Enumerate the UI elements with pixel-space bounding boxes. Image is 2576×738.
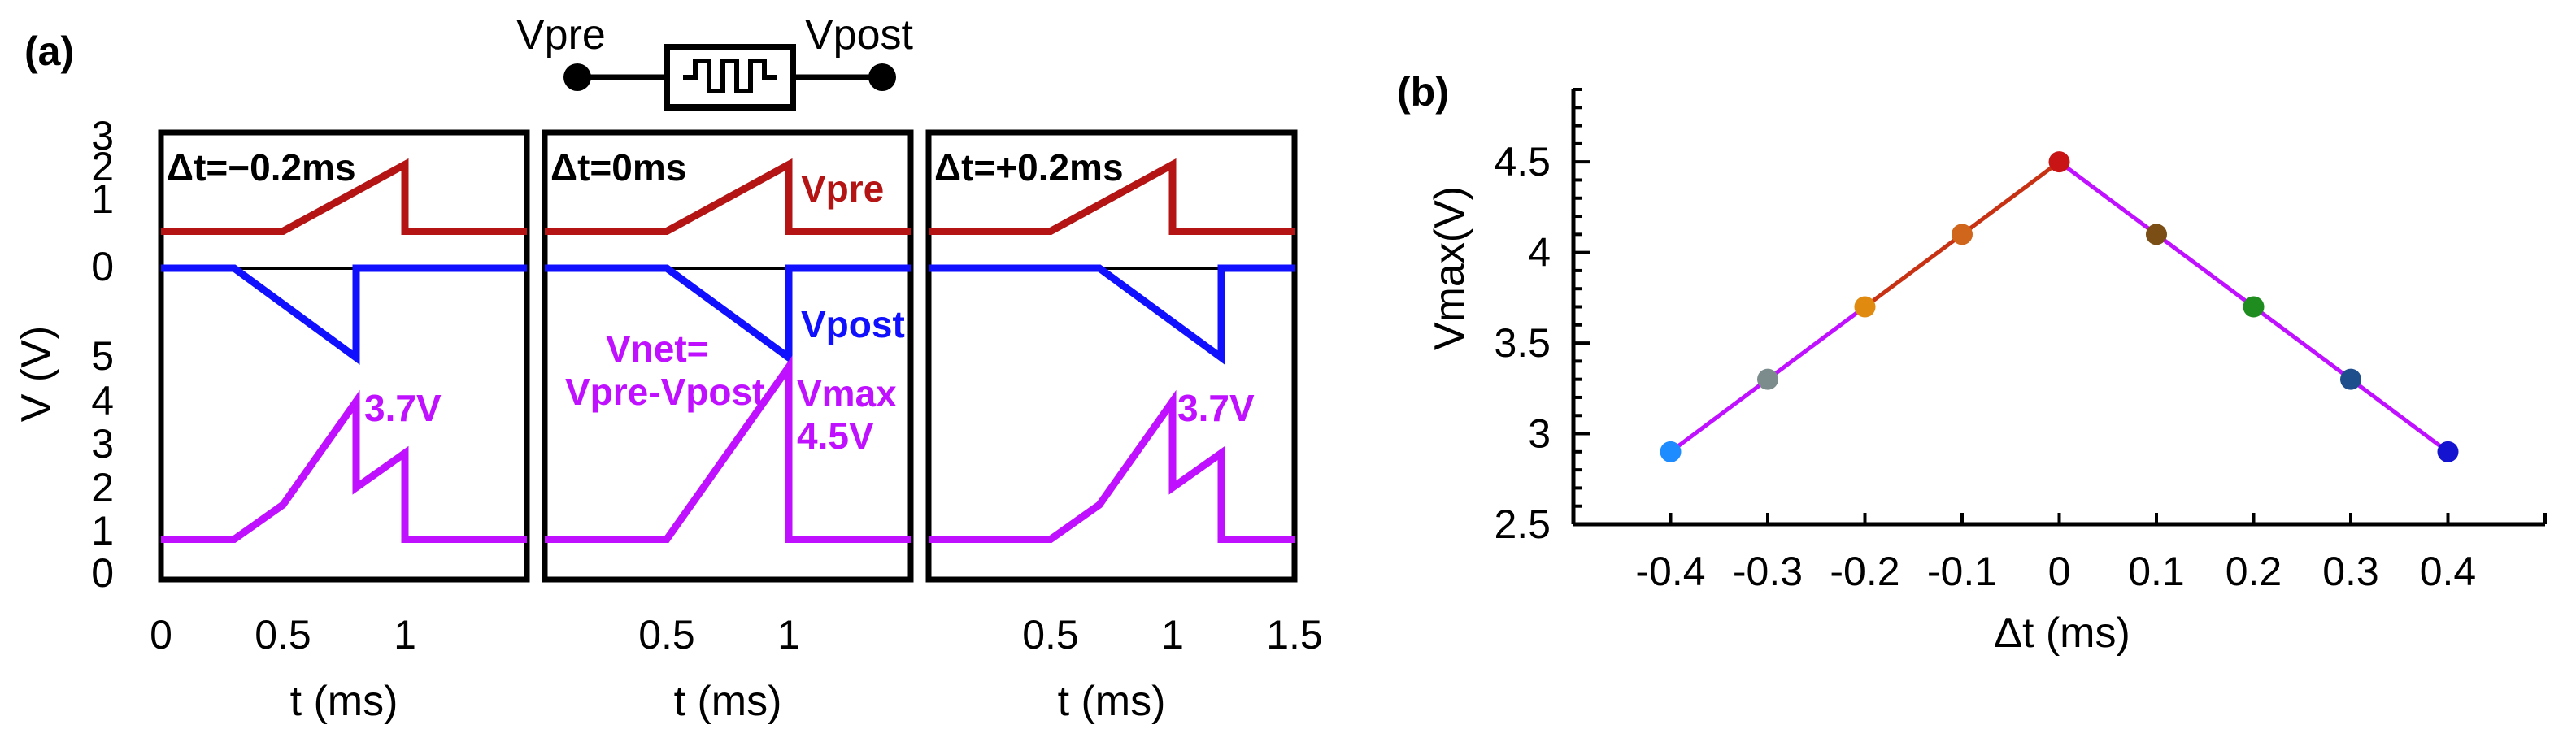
vpre-waveform-p3 (929, 158, 1295, 235)
panel-b-line-segment (2349, 377, 2449, 454)
subpanel-1: Δt=−0.2ms 3.7V (158, 129, 530, 583)
vpre-annotation: Vpre (801, 167, 884, 210)
panel-b-point (1660, 441, 1682, 462)
panel-b-xtick-label: 0.2 (2226, 549, 2282, 594)
panel-b-ytick-label: 3.5 (1494, 320, 1551, 366)
panel-b-label: (b) (1397, 69, 1449, 115)
panel-b-line-segment (2155, 232, 2255, 309)
vnet-annotation-1: Vnet= (606, 328, 709, 370)
ytick-bot-1: 1 (91, 508, 114, 554)
panel-b-ytick-label: 4 (1528, 230, 1551, 276)
ytick-top-3: 3 (91, 113, 114, 158)
panel-b-point (2146, 224, 2167, 245)
panel-b-chart: 2.5 3 3.5 4 4.5 -0.4 -0.3 -0.2 -0.1 0 0.1 0.2 0.3 0.4 (1494, 88, 2547, 594)
panel-b-point (1854, 296, 1876, 318)
panel-b-xtick-label: -0.2 (1830, 549, 1899, 594)
subpanel-3: Δt=+0.2ms 3.7V (925, 129, 1298, 583)
panel-a-label: (a) (24, 28, 74, 74)
device-left-label: Vpre (516, 11, 606, 59)
panel-b-xtick-label: -0.1 (1927, 549, 1997, 594)
device-right-label: Vpost (805, 11, 914, 59)
xtick-p3-0.5: 0.5 (1022, 612, 1079, 658)
xtick-p3-1: 1 (1161, 612, 1184, 658)
panel-b-point (2243, 296, 2265, 318)
panel-b-line-segment (1864, 232, 1964, 309)
subpanel-2: Δt=0ms Vpre Vpost Vnet= Vpre-Vpost Vmax … (542, 129, 914, 583)
subpanel-3-frame (925, 129, 1298, 583)
ytick-top-2: 2 (91, 144, 114, 189)
panel-b-ytick-label: 3 (1528, 411, 1551, 457)
device-right-terminal (868, 63, 896, 91)
vpost-annotation: Vpost (801, 303, 905, 345)
panel-a-ylabel: V (V) (13, 326, 60, 422)
vmax-annotation-2: 4.5V (797, 415, 874, 457)
panel-b-ylabel: Vmax(V) (1426, 186, 1473, 350)
panel-b-xtick-label: -0.3 (1733, 549, 1803, 594)
subpanel-2-frame (542, 129, 914, 583)
waveforms (161, 158, 1295, 543)
subpanel-3-peak-label: 3.7V (1177, 387, 1255, 429)
panel-b-xtick-label: 0.3 (2322, 549, 2379, 594)
ytick-top-1: 1 (91, 176, 114, 222)
panel-b-point (1757, 368, 1778, 390)
panel-b-ytick-label: 2.5 (1494, 501, 1551, 547)
vmax-annotation-1: Vmax (797, 372, 897, 415)
panel-b-point (2437, 441, 2459, 462)
panel-b-point (2048, 151, 2070, 173)
xtick-p1-0.5: 0.5 (255, 612, 311, 658)
panel-b-line-segment (2058, 160, 2158, 237)
memristor-zigzag (683, 59, 777, 93)
subpanel-1-dt-label: Δt=−0.2ms (167, 146, 356, 189)
xlabel-p3: t (ms) (1058, 678, 1166, 725)
xtick-p2-1: 1 (777, 612, 800, 658)
vpost-waveform-p3 (929, 264, 1295, 365)
xtick-p3-1.5: 1.5 (1266, 612, 1323, 658)
ytick-top-0: 0 (91, 244, 114, 289)
vpost-waveform-p2 (545, 264, 911, 365)
ytick-bot-3: 3 (91, 421, 114, 467)
vpre-waveform-p1 (161, 158, 527, 235)
ytick-bot-4: 4 (91, 378, 114, 423)
subpanel-3-dt-label: Δt=+0.2ms (934, 146, 1124, 189)
panel-b-line-segment (1669, 377, 1769, 454)
panel-a-yticks: 3 2 1 0 5 4 3 2 1 0 (91, 113, 114, 596)
panel-b-line-segment (1766, 305, 1866, 381)
ytick-mid-5: 5 (91, 333, 114, 379)
device-left-terminal (564, 63, 591, 91)
vpre-waveform-p2 (545, 158, 911, 235)
vnet-waveform-p3 (929, 389, 1295, 543)
subpanel-1-frame (158, 129, 530, 583)
panel-b-point (2340, 368, 2361, 390)
panel-b-xtick-label: 0.1 (2128, 549, 2185, 594)
xtick-p2-0.5: 0.5 (638, 612, 695, 658)
panel-b-xlabel: Δt (ms) (1994, 610, 2130, 657)
xlabel-p1: t (ms) (290, 678, 398, 725)
vpost-waveform-p1 (161, 264, 527, 365)
vnet-waveform-p2 (545, 355, 911, 543)
panel-b-xtick-label: 0.4 (2420, 549, 2477, 594)
vnet-waveform-p1 (161, 389, 527, 543)
xtick-p1-0: 0 (150, 612, 172, 658)
xtick-p1-1: 1 (394, 612, 416, 658)
ytick-bot-0: 0 (91, 550, 114, 596)
subpanel-2-dt-label: Δt=0ms (550, 146, 686, 189)
xlabel-p2: t (ms) (674, 678, 782, 725)
panel-b-xtick-label: -0.4 (1635, 549, 1705, 594)
panel-b-xtick-label: 0 (2048, 549, 2071, 594)
panel-b-point (1952, 224, 1973, 245)
ytick-bot-2: 2 (91, 465, 114, 510)
device-symbol: Vpre Vpost (516, 11, 914, 111)
vnet-annotation-2: Vpre-Vpost (565, 371, 764, 413)
panel-b-line-segment (1960, 160, 2060, 237)
panel-b-ytick-label: 4.5 (1494, 139, 1551, 184)
panel-b-line-segment (2252, 305, 2352, 381)
subpanel-1-peak-label: 3.7V (364, 387, 442, 429)
panel-a-xticks: 0 0.5 1 0.5 1 0.5 1 1.5 t (ms) t (ms) t … (150, 612, 1323, 725)
